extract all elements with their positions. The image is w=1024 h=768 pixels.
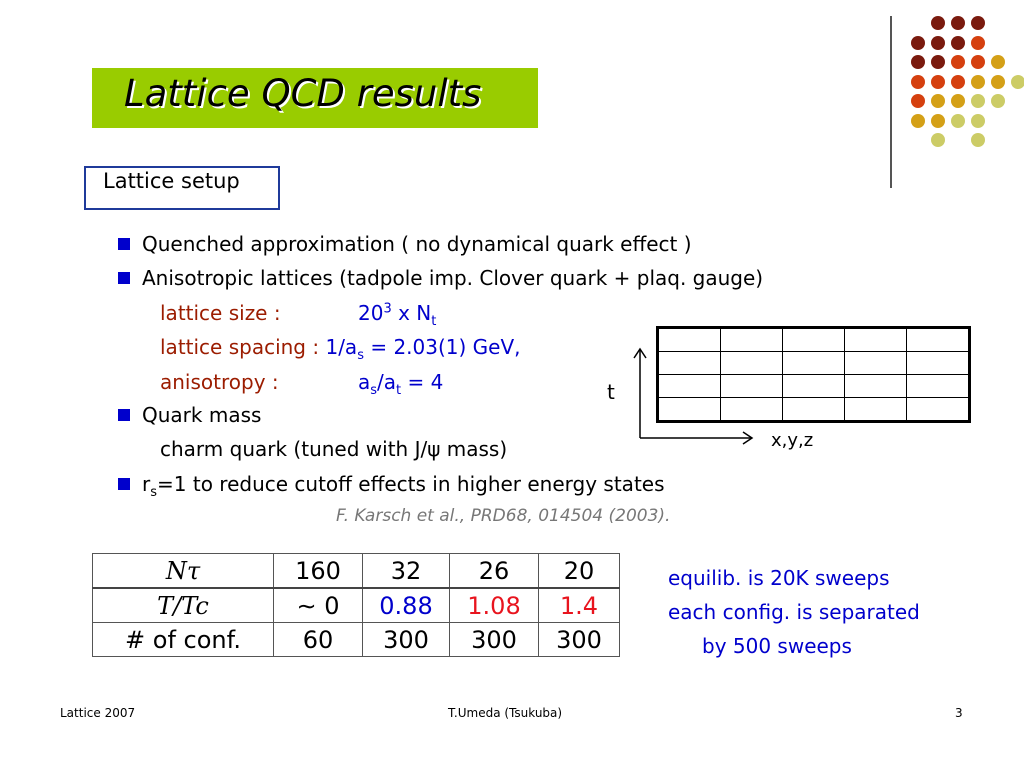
table-cell: 300	[362, 622, 450, 657]
row-header-t-over-tc: T/Tc	[92, 587, 274, 623]
setup-label: Lattice setup	[103, 169, 240, 193]
bullet-text: Quenched approximation ( no dynamical qu…	[142, 232, 692, 256]
decorative-dot	[971, 113, 985, 128]
title-background	[92, 68, 538, 128]
lattice-size-value: 203 x Nt	[358, 301, 437, 329]
note-sweeps: by 500 sweeps	[702, 634, 852, 658]
bullet-square-icon	[118, 272, 130, 284]
decorative-dot	[991, 55, 1005, 69]
lattice-size-line: lattice size : 203 x Nt	[160, 301, 436, 329]
table-row: Nτ 160 32 26 20	[92, 553, 620, 589]
slide-title: Lattice QCD results	[124, 72, 482, 115]
decorative-dot	[991, 74, 1005, 89]
decorative-dot	[951, 94, 965, 108]
decorative-dot	[911, 94, 925, 108]
decorative-dot	[971, 35, 985, 50]
lattice-grid-diagram	[656, 326, 971, 423]
row-header-conf: # of conf.	[92, 622, 274, 657]
t-axis-label: t	[607, 380, 615, 404]
bullet-rs: rs=1 to reduce cutoff effects in higher …	[118, 472, 665, 500]
footer-center: T.Umeda (Tsukuba)	[448, 706, 563, 720]
decorative-dot	[931, 94, 945, 108]
decorative-dot	[931, 16, 945, 30]
decorative-dot	[951, 16, 965, 30]
decorative-dot	[911, 113, 925, 128]
table-cell: 20	[538, 553, 620, 589]
table-cell: 1.08	[449, 587, 539, 623]
table-cell: 160	[273, 553, 363, 589]
decorative-dot	[931, 113, 945, 128]
bullet-square-icon	[118, 238, 130, 250]
decorative-dot	[911, 55, 925, 69]
decorative-dot	[971, 16, 985, 30]
decorative-dot	[1011, 74, 1024, 89]
xyz-axis-label: x,y,z	[771, 430, 814, 451]
lattice-spacing-label: lattice spacing :	[160, 335, 320, 359]
anisotropy-line: anisotropy : as/at = 4	[160, 370, 443, 398]
decorative-dot	[951, 35, 965, 50]
table-row: T/Tc ∼ 0 0.88 1.08 1.4	[92, 587, 620, 623]
footer-left: Lattice 2007	[60, 706, 136, 720]
bullet-text: Anisotropic lattices (tadpole imp. Clove…	[142, 266, 764, 290]
charm-quark-line: charm quark (tuned with J/ψ mass)	[160, 437, 508, 461]
table-row: # of conf. 60 300 300 300	[92, 622, 620, 657]
lattice-spacing-value: 1/as = 2.03(1) GeV,	[319, 335, 521, 363]
table-cell: ∼ 0	[273, 587, 363, 623]
decorative-dot	[971, 133, 985, 147]
decorative-dot	[971, 74, 985, 89]
decorative-dot	[931, 55, 945, 69]
lattice-size-label: lattice size :	[160, 301, 281, 325]
decorative-dot	[971, 94, 985, 108]
decorative-dot	[911, 35, 925, 50]
table-cell: 0.88	[362, 587, 450, 623]
note-separated: each config. is separated	[668, 600, 920, 624]
decorative-divider-line	[890, 16, 892, 188]
t-axis-arrowhead	[633, 347, 647, 359]
lattice-spacing-line: lattice spacing : 1/as = 2.03(1) GeV,	[160, 335, 521, 363]
bullet-quark-mass: Quark mass	[118, 403, 261, 427]
decorative-dot	[911, 74, 925, 89]
table-cell: 32	[362, 553, 450, 589]
decorative-dot	[931, 74, 945, 89]
note-equilib: equilib. is 20K sweeps	[668, 566, 890, 590]
bullet-text: =1 to reduce cutoff effects in higher en…	[157, 472, 665, 496]
bullet-square-icon	[118, 409, 130, 421]
slide-number: 3	[955, 706, 963, 720]
decorative-dot	[951, 113, 965, 128]
table-cell: 60	[273, 622, 363, 657]
decorative-dot	[951, 74, 965, 89]
bullet-text: Quark mass	[142, 403, 262, 427]
decorative-dot	[991, 94, 1005, 108]
xyz-axis-arrowhead	[742, 431, 754, 445]
results-table: Nτ 160 32 26 20 T/Tc ∼ 0 0.88 1.08 1.4 #…	[92, 553, 620, 657]
bullet-quenched: Quenched approximation ( no dynamical qu…	[118, 232, 692, 256]
table-cell: 1.4	[538, 587, 620, 623]
axes-arrows	[633, 347, 754, 445]
citation: F. Karsch et al., PRD68, 014504 (2003).	[336, 506, 671, 526]
setup-box	[84, 166, 280, 210]
bullet-anisotropic: Anisotropic lattices (tadpole imp. Clove…	[118, 266, 763, 290]
decorative-dot	[971, 55, 985, 69]
anisotropy-label: anisotropy :	[160, 370, 279, 394]
anisotropy-value: as/at = 4	[358, 370, 444, 398]
table-cell: 300	[538, 622, 620, 657]
table-cell: 300	[449, 622, 539, 657]
decorative-dot	[951, 55, 965, 69]
bullet-square-icon	[118, 478, 130, 490]
decorative-dot	[931, 35, 945, 50]
row-header-ntau: Nτ	[92, 553, 274, 589]
decorative-dot	[931, 133, 945, 147]
table-cell: 26	[449, 553, 539, 589]
